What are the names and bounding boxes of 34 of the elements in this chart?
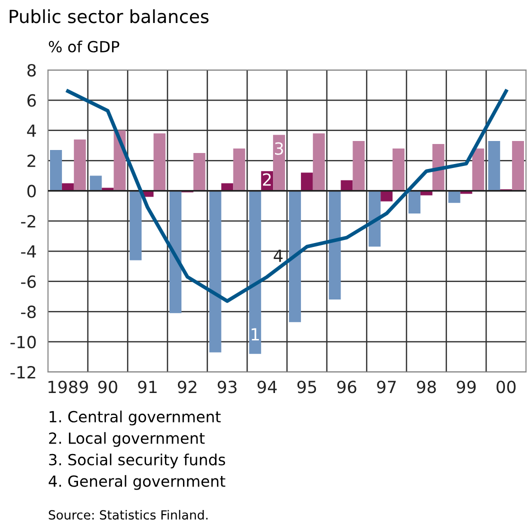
x-tick-label: 92 [178, 380, 196, 394]
x-tick-label: 1989 [48, 380, 88, 394]
x-tick-label: 93 [218, 380, 237, 394]
x-tick-label: 00 [496, 380, 516, 394]
series-label: 1 [252, 328, 259, 340]
y-tick-label: 0 [27, 184, 36, 198]
y-tick-label: -8 [21, 306, 36, 318]
y-axis-title: % of GDP [48, 40, 120, 52]
y-tick-label: -12 [10, 366, 36, 378]
text: 3. Social security funds [49, 454, 226, 468]
y-tick-label: 4 [27, 124, 36, 137]
source-note: Source: Statistics Finland. [48, 510, 208, 520]
y-tick-label: 2 [28, 154, 36, 167]
text: 4. General government [48, 475, 226, 490]
x-tick-label: 97 [377, 380, 396, 394]
text: 2. Local government [49, 432, 205, 447]
x-tick-label: 91 [138, 380, 157, 394]
x-tick-label: 94 [258, 380, 277, 394]
x-tick-label: 96 [337, 380, 356, 394]
y-tick-label: -10 [10, 336, 36, 348]
y-tick-label: -4 [21, 245, 36, 258]
y-tick-label: -6 [21, 275, 36, 288]
series-label: 4 [274, 250, 283, 262]
series-label: 3 [275, 142, 283, 155]
x-tick-label: 98 [416, 380, 436, 394]
text: 1. Central government [50, 410, 221, 426]
x-tick-label: 99 [456, 380, 476, 394]
x-tick-label: 95 [297, 380, 316, 394]
y-tick-label: 6 [27, 94, 36, 107]
y-tick-label: 8 [27, 64, 36, 77]
chart-title: Public sector balances [10, 9, 209, 24]
series-label: 2 [263, 173, 271, 186]
y-tick-label: -2 [21, 214, 36, 228]
x-tick-label: 90 [98, 380, 118, 394]
